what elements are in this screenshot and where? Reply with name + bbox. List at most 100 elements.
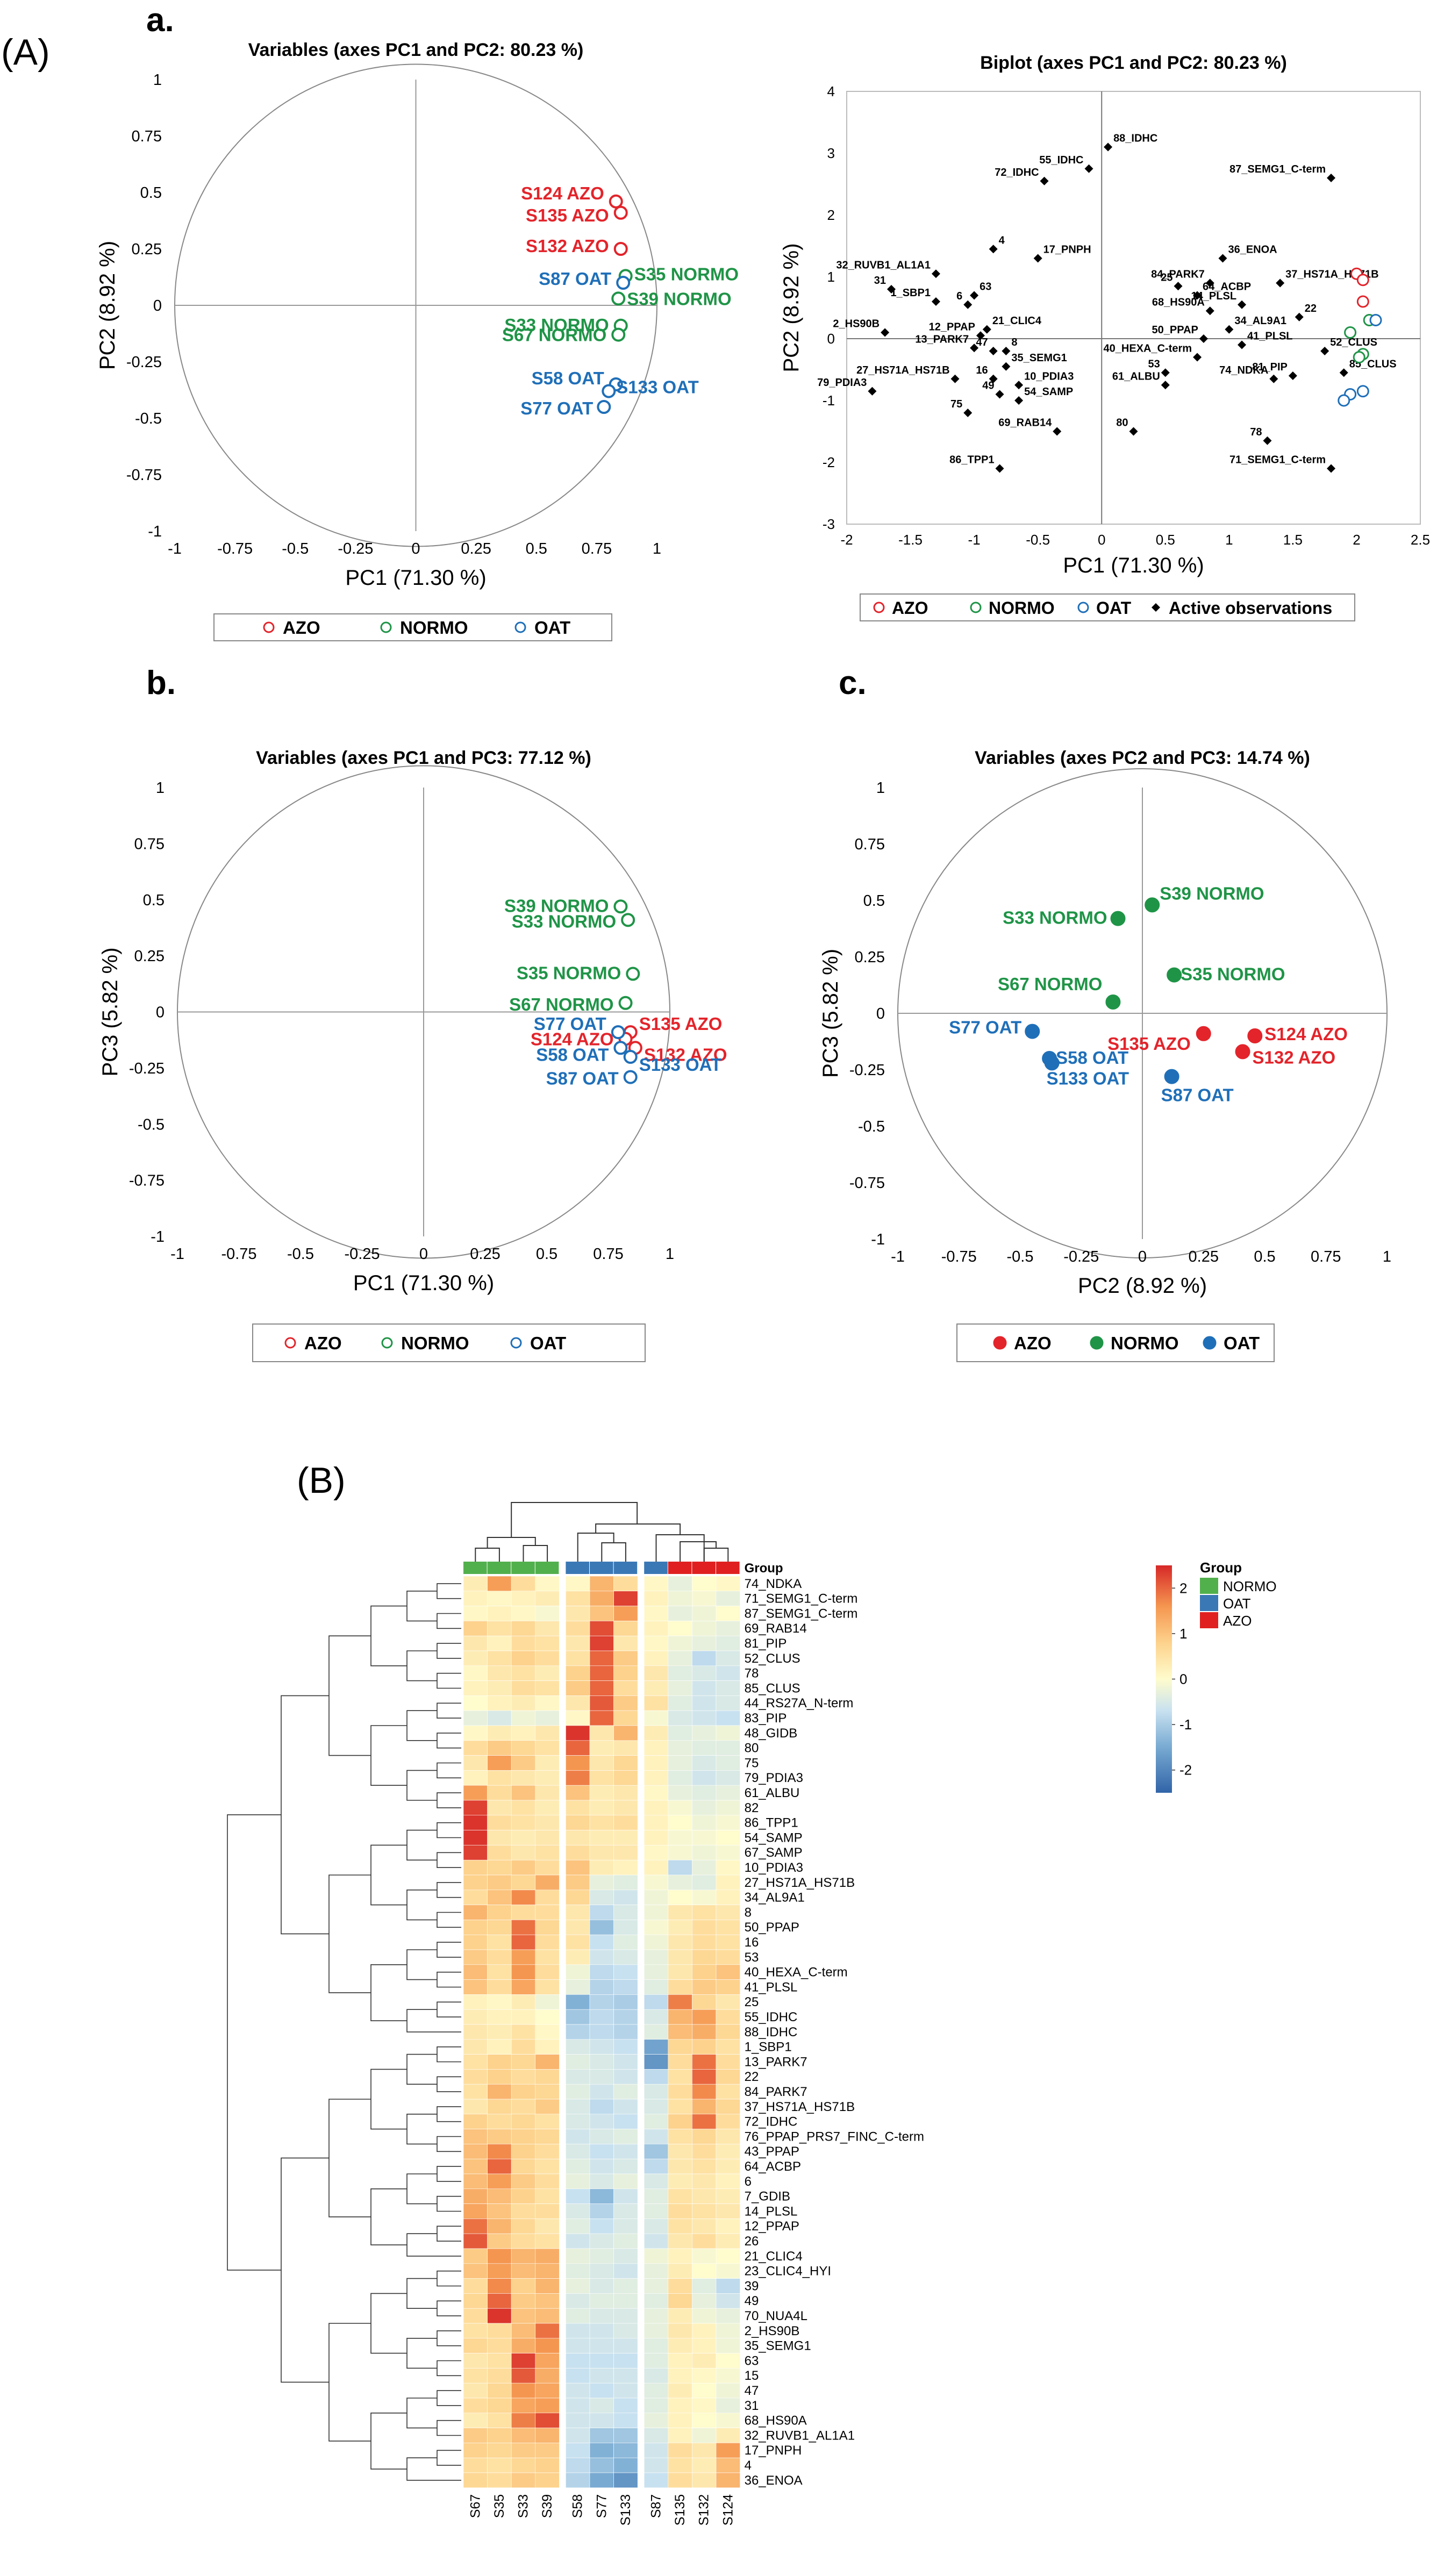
x-tick-label: 0.75 (593, 1246, 623, 1263)
row-label: 21_CLIC4 (745, 2249, 803, 2264)
heatmap-cell (613, 1591, 638, 1606)
heatmap-cell (566, 2203, 590, 2219)
heatmap-cell (613, 1979, 638, 1995)
x-tick-label: 0.25 (470, 1246, 500, 1263)
heatmap-cell (716, 2158, 740, 2174)
heatmap-cell (589, 1890, 614, 1905)
heatmap-cell (589, 2144, 614, 2159)
heatmap-cell (589, 1710, 614, 1726)
heatmap-cell (589, 2308, 614, 2324)
heatmap-cell (668, 1650, 692, 1666)
row-label: 53 (745, 1950, 759, 1965)
heatmap-cell (644, 1755, 669, 1771)
row-label: 55_IDHC (745, 2010, 798, 2024)
heatmap-cell (463, 2368, 488, 2384)
heatmap-cell (511, 1934, 536, 1950)
y-tick-label: -1 (823, 392, 835, 409)
heatmap-cell (668, 1859, 692, 1876)
heatmap-cell (566, 1800, 590, 1816)
heatmap-cell (487, 2069, 512, 2085)
heatmap-cell (668, 2024, 692, 2040)
variable-point (1288, 371, 1297, 380)
heatmap-cell (613, 1665, 638, 1681)
row-dendrogram-branch (437, 2001, 461, 2017)
heatmap-cell (463, 2069, 488, 2085)
variable-point (1276, 278, 1285, 288)
heatmap-cell (668, 2413, 692, 2428)
heatmap-cell (511, 1680, 536, 1696)
heatmap-cell (535, 2323, 560, 2339)
heatmap-cell (566, 2129, 590, 2144)
row-label: 54_SAMP (745, 1830, 803, 1845)
variable-point (881, 328, 890, 337)
heatmap-cell (535, 2173, 560, 2189)
group-bar-cell (716, 1562, 740, 1574)
heatmap-cell (716, 1920, 740, 1935)
variable-label: 12_PPAP (929, 321, 975, 333)
heatmap-cell (566, 2323, 590, 2339)
column-label: S58 (570, 2494, 585, 2518)
heatmap-cell (535, 2099, 560, 2115)
heatmap-cell (644, 2353, 669, 2369)
observation-azo (1356, 274, 1369, 287)
heatmap-cell (511, 2353, 536, 2369)
heatmap-cell (613, 1905, 638, 1920)
x-tick-label: 0 (1138, 1248, 1147, 1265)
point-label: S133 OAT (639, 1055, 721, 1075)
row-dendrogram-branch (406, 2233, 461, 2257)
column-label: S132 (697, 2494, 712, 2525)
point-label: S87 OAT (539, 269, 611, 289)
heatmap-cell (463, 1815, 488, 1830)
heatmap-cell (668, 2323, 692, 2339)
legend-label: OAT (1224, 1333, 1260, 1353)
heatmap-cell (487, 2368, 512, 2384)
heatmap-cell (613, 2084, 638, 2100)
heatmap-cell (644, 1621, 669, 1636)
row-dendrogram-branch (437, 2270, 461, 2287)
heatmap-cell (535, 2158, 560, 2174)
point-label: S35 NORMO (1181, 964, 1285, 984)
heatmap-cell (668, 2382, 692, 2399)
heatmap-cell (692, 1874, 717, 1891)
heatmap-cell (668, 2009, 692, 2025)
figure-label-a: (A) (1, 32, 50, 73)
heatmap-cell (463, 2263, 488, 2279)
point-label: S124 AZO (531, 1029, 614, 1049)
heatmap-cell (589, 1905, 614, 1920)
variable-point (1193, 291, 1202, 300)
y-tick-label: 0 (876, 1005, 885, 1022)
heatmap-cell (511, 2009, 536, 2025)
heatmap-cell (535, 2353, 560, 2369)
x-axis-label: PC1 (71.30 %) (1063, 554, 1204, 577)
heatmap-cell (535, 1621, 560, 1636)
heatmap-cell (487, 1635, 512, 1651)
heatmap-cell (613, 1934, 638, 1950)
row-dendrogram-branch (437, 1852, 461, 1868)
heatmap-cell (566, 2293, 590, 2309)
heatmap-cell (716, 2099, 740, 2115)
observation-normo (1344, 326, 1357, 339)
heatmap-cell (716, 1665, 740, 1681)
heatmap-cell (613, 1845, 638, 1861)
heatmap-cell (589, 2203, 614, 2219)
point-label: S87 OAT (546, 1069, 619, 1089)
heatmap-cell (566, 2099, 590, 2115)
heatmap-cell (566, 1725, 590, 1741)
row-label: 74_NDKA (745, 1577, 802, 1591)
heatmap-cell (487, 1949, 512, 1965)
point-s135-azo (613, 205, 628, 220)
heatmap-cell (644, 2219, 669, 2234)
heatmap-cell (463, 2293, 488, 2309)
heatmap-cell (487, 2263, 512, 2279)
heatmap-cell (566, 1979, 590, 1995)
row-dendrogram-branch (437, 2226, 461, 2242)
variable-label: 63 (980, 281, 991, 293)
y-tick-label: 1 (827, 269, 835, 285)
heatmap-cell (566, 2114, 590, 2129)
column-dendrogram-branch (680, 1541, 717, 1562)
heatmap-cell (566, 2443, 590, 2458)
heatmap-cell (692, 2248, 717, 2264)
point-s39-normo (613, 899, 628, 914)
heatmap-cell (613, 2129, 638, 2144)
heatmap-cell (716, 2129, 740, 2144)
